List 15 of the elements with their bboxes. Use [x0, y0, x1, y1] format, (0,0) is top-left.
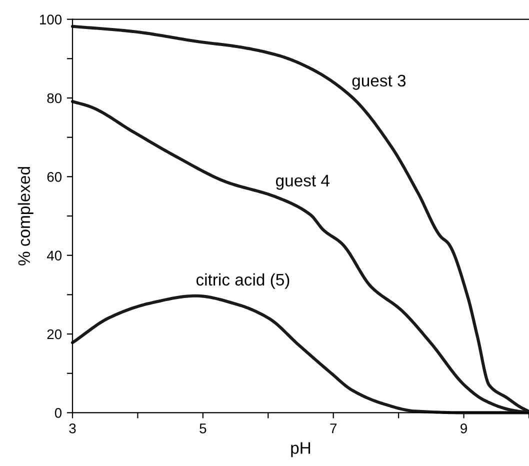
annotation: citric acid (5): [196, 273, 290, 289]
x-tick-label: 7: [330, 424, 337, 434]
y-axis-title: % complexed: [18, 167, 34, 266]
annotation: guest 3: [352, 74, 406, 90]
y-tick-label: 0: [54, 408, 62, 418]
y-tick-label: 40: [46, 250, 62, 261]
x-tick-label: 9: [460, 423, 467, 434]
y-tick-label: 100: [40, 14, 62, 24]
x-tick-label: 3: [69, 423, 76, 434]
annotation: guest 4: [276, 174, 330, 190]
y-tick-label: 20: [47, 329, 62, 340]
y-tick-label: 60: [47, 172, 62, 182]
x-axis-title: pH: [291, 442, 310, 458]
x-tick-label: 5: [200, 424, 206, 434]
y-tick-label: 80: [47, 93, 62, 104]
